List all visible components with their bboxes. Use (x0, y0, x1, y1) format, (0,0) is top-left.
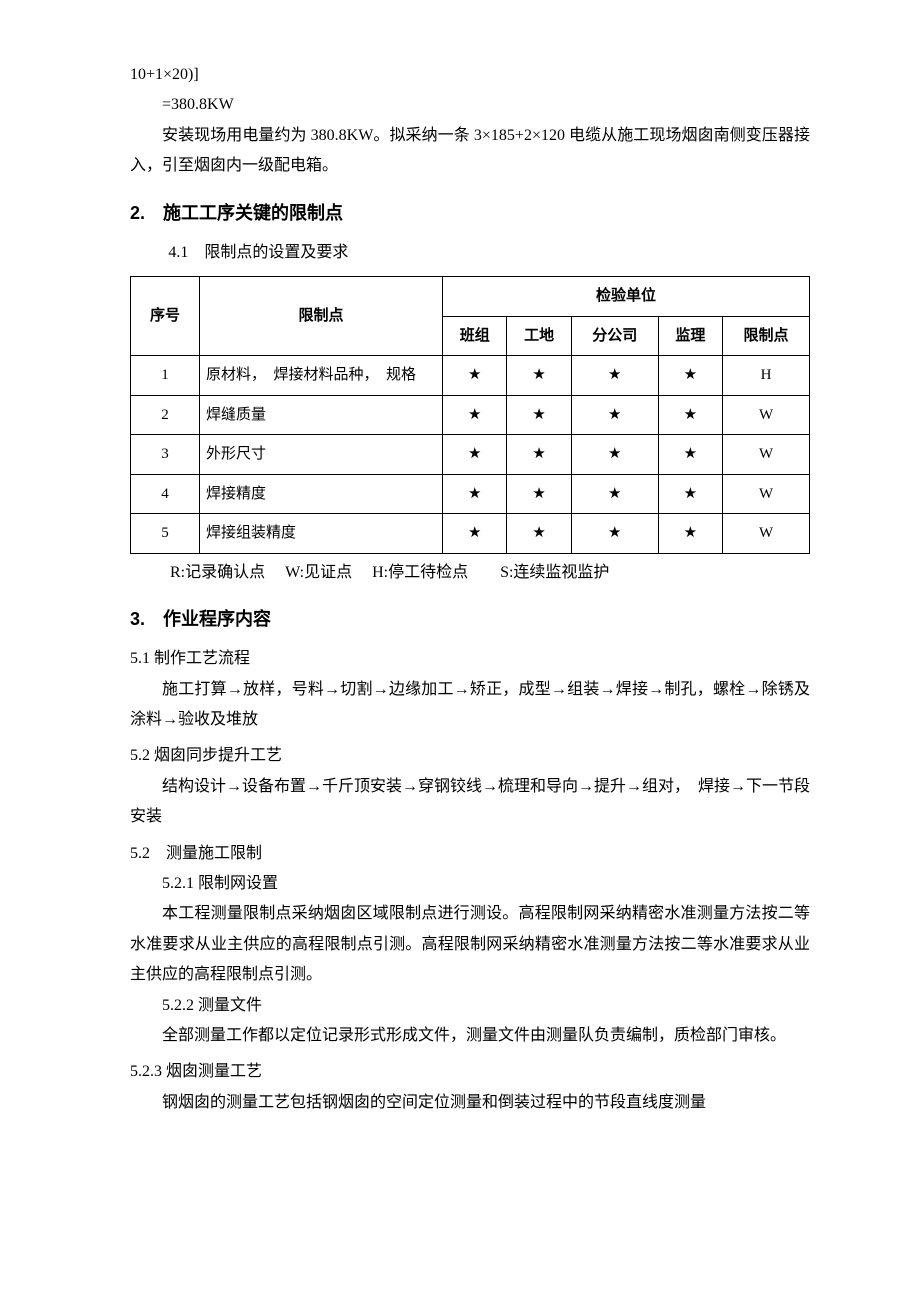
cell-mark: ★ (658, 395, 722, 435)
table-row: 5 焊接组装精度 ★ ★ ★ ★ W (131, 514, 810, 554)
table-row: 1 原材料， 焊接材料品种， 规格 ★ ★ ★ ★ H (131, 356, 810, 396)
cell-mark: ★ (443, 435, 507, 475)
formula-line-1: 10+1×20)] (130, 60, 810, 90)
cell-mark: ★ (443, 474, 507, 514)
th-seq: 序号 (131, 277, 200, 356)
th-site: 工地 (507, 316, 571, 356)
table-row: 3 外形尺寸 ★ ★ ★ ★ W (131, 435, 810, 475)
cell-cp: H (723, 356, 810, 396)
cell-mark: ★ (443, 514, 507, 554)
table-legend: R:记录确认点 W:见证点 H:停工待检点 S:连续监视监护 (130, 558, 810, 588)
th-team: 班组 (443, 316, 507, 356)
cell-point: 焊接组装精度 (200, 514, 443, 554)
subheading-5-2-1: 5.2.1 限制网设置 (130, 869, 810, 899)
subheading-5-2b: 5.2 测量施工限制 (130, 839, 810, 869)
cell-cp: W (723, 395, 810, 435)
cell-seq: 2 (131, 395, 200, 435)
cell-seq: 1 (131, 356, 200, 396)
cell-mark: ★ (571, 395, 658, 435)
cell-mark: ★ (571, 514, 658, 554)
cell-point: 焊接精度 (200, 474, 443, 514)
cell-mark: ★ (658, 435, 722, 475)
subheading-5-1: 5.1 制作工艺流程 (130, 644, 810, 674)
cell-mark: ★ (507, 474, 571, 514)
cell-mark: ★ (507, 514, 571, 554)
cell-mark: ★ (658, 356, 722, 396)
cell-cp: W (723, 514, 810, 554)
subheading-5-2a: 5.2 烟囱同步提升工艺 (130, 741, 810, 771)
cell-point: 外形尺寸 (200, 435, 443, 475)
heading-section-3: 3. 作业程序内容 (130, 602, 810, 636)
th-control-point: 限制点 (200, 277, 443, 356)
cell-seq: 4 (131, 474, 200, 514)
th-control-point-col: 限制点 (723, 316, 810, 356)
table-row: 4 焊接精度 ★ ★ ★ ★ W (131, 474, 810, 514)
subheading-5-2-3: 5.2.3 烟囱测量工艺 (130, 1057, 810, 1087)
cell-mark: ★ (507, 435, 571, 475)
cell-mark: ★ (443, 395, 507, 435)
cell-mark: ★ (571, 356, 658, 396)
body-5-2-2: 全部测量工作都以定位记录形式形成文件，测量文件由测量队负责编制，质检部门审核。 (130, 1021, 810, 1051)
body-5-1: 施工打算→放样，号料→切割→边缘加工→矫正，成型→组装→焊接→制孔，螺栓→除锈及… (130, 675, 810, 736)
cell-cp: W (723, 474, 810, 514)
cell-seq: 3 (131, 435, 200, 475)
cell-mark: ★ (507, 395, 571, 435)
table-row: 2 焊缝质量 ★ ★ ★ ★ W (131, 395, 810, 435)
document-page: 10+1×20)] =380.8KW 安装现场用电量约为 380.8KW。拟采纳… (0, 0, 920, 1302)
cell-point: 焊缝质量 (200, 395, 443, 435)
th-supervisor: 监理 (658, 316, 722, 356)
cell-mark: ★ (658, 514, 722, 554)
th-branch: 分公司 (571, 316, 658, 356)
cell-mark: ★ (443, 356, 507, 396)
cell-cp: W (723, 435, 810, 475)
cell-point: 原材料， 焊接材料品种， 规格 (200, 356, 443, 396)
control-points-table: 序号 限制点 检验单位 班组 工地 分公司 监理 限制点 1 原材料， 焊接材料… (130, 276, 810, 554)
cell-mark: ★ (571, 474, 658, 514)
cell-seq: 5 (131, 514, 200, 554)
body-5-2a: 结构设计→设备布置→千斤顶安装→穿钢铰线→梳理和导向→提升→组对， 焊接→下一节… (130, 772, 810, 833)
cell-mark: ★ (507, 356, 571, 396)
install-description: 安装现场用电量约为 380.8KW。拟采纳一条 3×185+2×120 电缆从施… (130, 121, 810, 182)
heading-section-2: 2. 施工工序关键的限制点 (130, 196, 810, 230)
subheading-5-2-2: 5.2.2 测量文件 (130, 991, 810, 1021)
formula-result: =380.8KW (130, 90, 810, 120)
body-5-2-3: 钢烟囱的测量工艺包括钢烟囱的空间定位测量和倒装过程中的节段直线度测量 (130, 1088, 810, 1118)
subheading-4-1: 4.1 限制点的设置及要求 (130, 238, 810, 268)
body-5-2-1: 本工程测量限制点采纳烟囱区域限制点进行测设。高程限制网采纳精密水准测量方法按二等… (130, 899, 810, 990)
th-inspection-unit: 检验单位 (443, 277, 810, 317)
cell-mark: ★ (571, 435, 658, 475)
cell-mark: ★ (658, 474, 722, 514)
